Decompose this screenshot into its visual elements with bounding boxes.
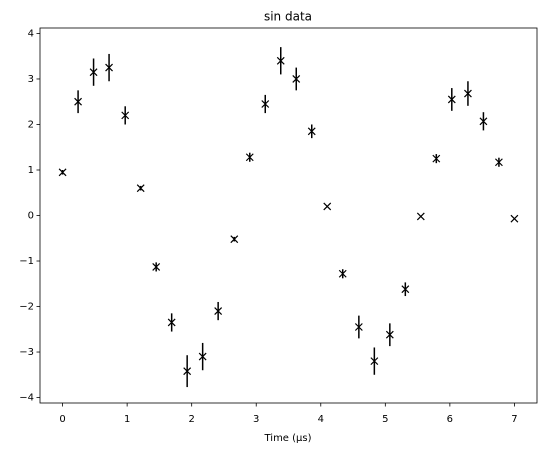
- data-point: [370, 357, 379, 366]
- y-tick-label: 4: [28, 28, 34, 39]
- chart-title: sin data: [264, 10, 312, 24]
- data-point: [198, 352, 207, 361]
- data-point: [152, 263, 161, 271]
- data-point: [89, 68, 98, 77]
- data-point: [479, 117, 488, 126]
- data-point: [416, 212, 425, 221]
- data-point: [494, 158, 503, 167]
- data-point: [385, 330, 394, 339]
- data-point: [276, 56, 285, 65]
- data-point: [261, 100, 270, 108]
- x-tick-label: 6: [447, 414, 453, 425]
- data-point: [510, 214, 519, 223]
- x-tick-label: 3: [253, 414, 259, 425]
- data-point: [230, 235, 239, 244]
- data-point: [401, 285, 410, 294]
- data-point: [121, 111, 130, 120]
- data-point: [464, 89, 472, 98]
- data-point: [58, 168, 67, 177]
- y-tick-label: 2: [28, 119, 34, 130]
- data-point: [307, 127, 316, 136]
- data-point: [447, 95, 456, 104]
- data-point: [338, 269, 347, 278]
- x-tick-label: 0: [59, 414, 65, 425]
- y-tick-label: 1: [28, 165, 34, 176]
- data-point: [323, 202, 332, 211]
- y-tick-label: −1: [19, 256, 34, 267]
- data-point: [183, 367, 192, 376]
- y-tick-label: −4: [19, 393, 34, 404]
- x-tick-label: 7: [511, 414, 517, 425]
- data-point: [432, 154, 441, 163]
- plot-frame: [39, 27, 538, 404]
- data-point: [74, 97, 83, 106]
- data-point: [214, 307, 223, 315]
- y-tick-label: −3: [19, 347, 34, 358]
- x-axis-label: Time (μs): [263, 433, 311, 444]
- y-tick-label: −2: [19, 302, 34, 313]
- y-tick-label: 3: [28, 74, 34, 85]
- x-tick-label: 5: [382, 414, 388, 425]
- y-tick-label: 0: [28, 211, 34, 222]
- data-point: [354, 323, 363, 331]
- x-tick-label: 4: [318, 414, 324, 425]
- data-point: [245, 153, 254, 162]
- data-point: [167, 318, 176, 327]
- data-point: [105, 63, 113, 72]
- data-point: [136, 184, 145, 193]
- x-tick-label: 2: [188, 414, 194, 425]
- data-point: [292, 75, 301, 83]
- x-tick-label: 1: [124, 414, 130, 425]
